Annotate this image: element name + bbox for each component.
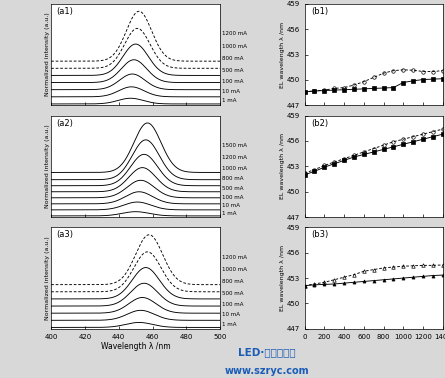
Text: 1200 mA: 1200 mA — [222, 31, 247, 36]
Text: 1 mA: 1 mA — [222, 211, 236, 216]
Text: 1 mA: 1 mA — [222, 322, 236, 327]
Text: (b3): (b3) — [312, 230, 329, 239]
X-axis label: Wavelength λ /nm: Wavelength λ /nm — [101, 342, 170, 352]
Text: LED·高品质电源: LED·高品质电源 — [238, 347, 296, 357]
Text: 1500 mA: 1500 mA — [222, 143, 247, 148]
Text: (a2): (a2) — [56, 119, 73, 127]
Text: 800 mA: 800 mA — [222, 176, 243, 181]
Text: 1000 mA: 1000 mA — [222, 44, 247, 49]
Text: (b1): (b1) — [312, 7, 328, 16]
Text: 10 mA: 10 mA — [222, 312, 240, 317]
Text: 1200 mA: 1200 mA — [222, 155, 247, 160]
Y-axis label: Normalized intensity (a.u.): Normalized intensity (a.u.) — [45, 124, 50, 208]
Text: 800 mA: 800 mA — [222, 56, 243, 61]
Text: 1 mA: 1 mA — [222, 98, 236, 103]
Text: (a3): (a3) — [56, 230, 73, 239]
Y-axis label: Normalized intensity (a.u.): Normalized intensity (a.u.) — [45, 236, 50, 320]
Text: 1000 mA: 1000 mA — [222, 166, 247, 171]
Text: (a1): (a1) — [56, 7, 73, 16]
Text: 100 mA: 100 mA — [222, 302, 243, 307]
Text: 10 mA: 10 mA — [222, 89, 240, 94]
Text: 500 mA: 500 mA — [222, 291, 243, 296]
Text: 500 mA: 500 mA — [222, 68, 243, 73]
Y-axis label: EL wavelength λ /nm: EL wavelength λ /nm — [280, 245, 285, 311]
Y-axis label: EL wavelength λ /nm: EL wavelength λ /nm — [280, 22, 285, 88]
Y-axis label: Normalized intensity (a.u.): Normalized intensity (a.u.) — [45, 13, 50, 96]
Text: 1000 mA: 1000 mA — [222, 267, 247, 272]
Text: 1200 mA: 1200 mA — [222, 255, 247, 260]
Text: 800 mA: 800 mA — [222, 279, 243, 284]
Y-axis label: EL wavelength λ /nm: EL wavelength λ /nm — [280, 133, 285, 199]
Text: 100 mA: 100 mA — [222, 79, 243, 84]
Text: (b2): (b2) — [312, 119, 328, 127]
Text: 10 mA: 10 mA — [222, 203, 240, 208]
Text: 500 mA: 500 mA — [222, 186, 243, 191]
Text: www.szryc.com: www.szryc.com — [225, 366, 309, 376]
Text: 100 mA: 100 mA — [222, 195, 243, 200]
